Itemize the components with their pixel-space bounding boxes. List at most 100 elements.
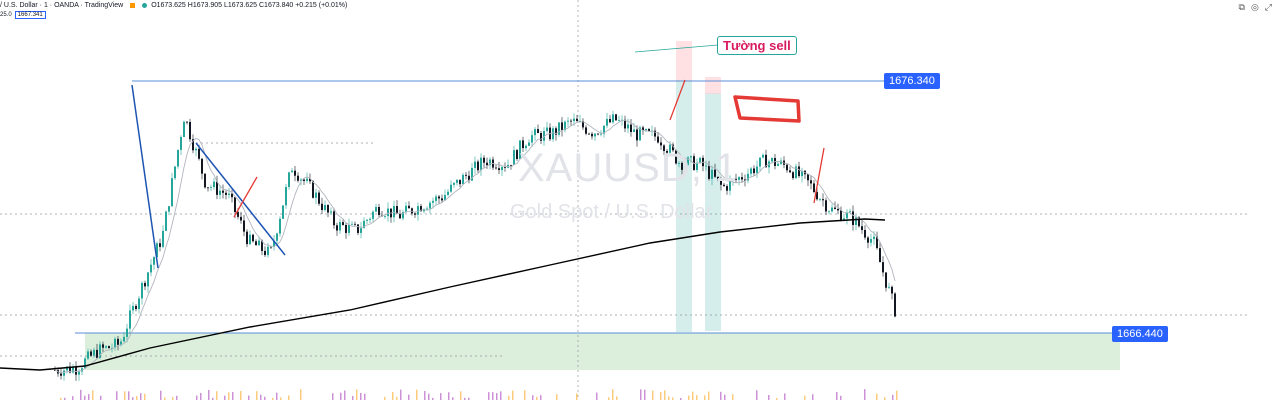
candle [357, 224, 359, 236]
candle [63, 368, 65, 381]
candle [618, 115, 620, 122]
fullscreen-icon[interactable]: ⤢ [1264, 2, 1272, 12]
volume-bar [500, 391, 502, 400]
candle [465, 172, 467, 180]
candle [603, 125, 605, 138]
candle [495, 164, 497, 170]
trendline-red-3 [813, 147, 825, 204]
candle [867, 235, 869, 249]
candle [831, 204, 833, 213]
candle [456, 179, 458, 186]
symbol-label[interactable]: / U.S. Dollar · 1 · OANDA · TradingView [0, 2, 124, 9]
candle [552, 126, 554, 142]
camera-icon[interactable]: ◎ [1250, 2, 1259, 12]
candle [150, 259, 152, 277]
candle [144, 280, 146, 291]
candle [522, 136, 524, 153]
candle [666, 148, 668, 156]
candle [252, 233, 254, 243]
candle [333, 207, 335, 229]
candle [885, 272, 887, 292]
candle [846, 209, 848, 225]
candle [426, 206, 428, 210]
candle [549, 123, 551, 142]
candle [681, 161, 683, 176]
candle [246, 229, 248, 248]
volume-bar [416, 389, 418, 400]
candle [537, 124, 539, 134]
candle [180, 135, 182, 155]
candle [630, 118, 632, 137]
candle [99, 341, 101, 360]
volume-bar [72, 396, 74, 400]
candle [279, 216, 281, 237]
indicator-row: 25.0 1667.341 [0, 11, 46, 19]
volume-bar [228, 392, 230, 400]
volume-bar [492, 392, 494, 400]
volume-bar [356, 389, 358, 400]
volume-bar [440, 393, 442, 400]
candle [768, 159, 770, 174]
candle [177, 149, 179, 169]
volume-bar [652, 390, 654, 400]
volume-bar [144, 393, 146, 400]
volume-bar [468, 397, 470, 400]
volume-bar [724, 394, 726, 400]
candle [624, 115, 626, 133]
candle [84, 356, 86, 370]
candle [315, 188, 317, 205]
volume-bar [708, 391, 710, 400]
volume-bar [256, 391, 258, 400]
candle [534, 127, 536, 141]
sell-wall-note[interactable]: Tường sell [717, 36, 797, 55]
candle [117, 336, 119, 351]
maximize-icon[interactable]: ⧉ [1238, 2, 1245, 12]
candle [639, 125, 641, 141]
candle [687, 155, 689, 166]
volume-bar [276, 392, 278, 400]
candle [438, 194, 440, 204]
candle [390, 208, 392, 223]
candle [678, 161, 680, 168]
candle [345, 222, 347, 239]
candle [288, 171, 290, 190]
candle [435, 194, 437, 206]
candle [711, 165, 713, 186]
volume-bar [448, 392, 450, 400]
resistance-price-label[interactable]: 1676.340 [884, 73, 940, 89]
candle [132, 301, 134, 314]
candle [714, 163, 716, 178]
candle [261, 239, 263, 256]
candle [375, 203, 377, 213]
volume-bar [272, 397, 274, 400]
candle [879, 241, 881, 263]
volume-bar [92, 390, 94, 400]
candle [513, 145, 515, 166]
candle [360, 221, 362, 239]
candle [174, 166, 176, 180]
candle [636, 125, 638, 147]
volume-bar [264, 396, 266, 400]
candle [594, 132, 596, 141]
candle [354, 221, 356, 227]
volume-bar [664, 390, 666, 400]
candle [516, 148, 518, 161]
candle [159, 238, 161, 252]
candle [195, 146, 197, 157]
candle [330, 207, 332, 215]
support-price-label[interactable]: 1666.440 [1112, 326, 1168, 342]
candle [807, 173, 809, 186]
candle [462, 172, 464, 185]
candle [225, 189, 227, 200]
candle [396, 200, 398, 214]
trendline-down-1 [131, 84, 159, 269]
candle [825, 197, 827, 215]
volume-bar [536, 396, 538, 400]
volume-bar [408, 394, 410, 400]
candle [297, 172, 299, 183]
candle [558, 122, 560, 137]
candle [93, 347, 95, 358]
candle [87, 348, 89, 361]
candle [402, 209, 404, 221]
